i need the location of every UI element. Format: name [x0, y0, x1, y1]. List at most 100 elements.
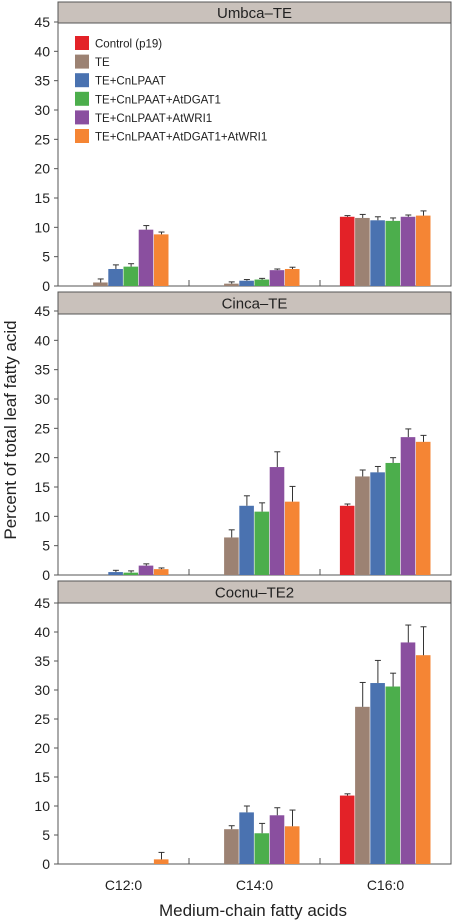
- legend-label: TE+CnLPAAT+AtDGAT1: [95, 94, 221, 106]
- bar: [123, 266, 139, 286]
- y-tick-label: 5: [42, 827, 50, 843]
- bar: [153, 569, 169, 575]
- y-tick-label: 35: [34, 362, 50, 378]
- legend-label: TE+CnLPAAT+AtWRI1: [95, 113, 212, 125]
- bar: [370, 683, 385, 864]
- bar: [108, 572, 123, 575]
- bar: [224, 829, 239, 864]
- bar: [339, 216, 355, 286]
- y-tick-label: 35: [34, 73, 50, 89]
- panel-header: [57, 580, 452, 604]
- panel-2: Cinca–TE 0 5 10 15 20 25 30 35 40 45: [34, 291, 452, 583]
- y-tick-label: 20: [34, 740, 50, 756]
- bar: [415, 655, 431, 864]
- legend-swatch: [75, 110, 89, 125]
- bar: [370, 220, 385, 286]
- x-tick-label: C12:0: [105, 877, 143, 893]
- y-tick-label: 0: [42, 278, 50, 294]
- y-tick-label: 25: [34, 711, 50, 727]
- y-tick-label: 15: [34, 769, 50, 785]
- panel-header: [57, 291, 452, 315]
- y-tick-label: 10: [34, 508, 50, 524]
- y-tick-label: 45: [34, 595, 50, 611]
- bar: [239, 505, 254, 575]
- y-tick-label: 40: [34, 624, 50, 640]
- bar: [415, 441, 431, 575]
- y-tick-label: 45: [34, 14, 50, 30]
- y-tick-label: 0: [42, 856, 50, 872]
- bar: [284, 826, 300, 864]
- panel-header: [57, 1, 452, 24]
- y-tick-label: 0: [42, 567, 50, 583]
- y-tick-label: 10: [34, 219, 50, 235]
- x-axis-title: Medium-chain fatty acids: [159, 901, 347, 920]
- bar: [385, 220, 401, 286]
- bar: [355, 706, 370, 864]
- panel-3: Cocnu–TE2 0 5 10 15 20 25 30 35 40 45: [34, 580, 452, 872]
- legend-label: TE+CnLPAAT: [95, 76, 166, 88]
- bar: [224, 283, 239, 286]
- bar: [400, 642, 416, 864]
- bar: [254, 833, 270, 864]
- x-tick-label: C14:0: [236, 877, 274, 893]
- bar: [269, 815, 285, 864]
- y-tick-label: 40: [34, 43, 50, 59]
- legend-label: TE: [95, 57, 110, 69]
- bar: [400, 437, 416, 575]
- bar: [284, 501, 300, 575]
- panel-title: Cinca–TE: [222, 296, 288, 313]
- y-tick-label: 15: [34, 479, 50, 495]
- bar: [239, 812, 254, 864]
- legend-label: Control (p19): [95, 39, 162, 51]
- panel-1: Umbca–TE 0 5 10 15 20 25 30 35 40 45: [34, 1, 452, 294]
- y-tick-label: 20: [34, 450, 50, 466]
- bar: [224, 537, 239, 575]
- bar: [123, 572, 139, 575]
- y-tick-label: 40: [34, 332, 50, 348]
- y-tick-label: 25: [34, 131, 50, 147]
- legend-swatch: [75, 54, 89, 69]
- bar: [138, 229, 154, 286]
- bar: [254, 511, 270, 575]
- legend: Control (p19) TE TE+CnLPAAT TE+CnLPAAT+AtDG…: [75, 36, 267, 144]
- y-tick-label: 35: [34, 653, 50, 669]
- bar: [415, 215, 431, 286]
- bar: [108, 268, 123, 286]
- y-tick-label: 45: [34, 303, 50, 319]
- y-axis-title: Percent of total leaf fatty acid: [1, 320, 20, 539]
- panel-title: Cocnu–TE2: [215, 585, 294, 602]
- y-tick-label: 30: [34, 682, 50, 698]
- bar: [153, 234, 169, 286]
- y-tick-label: 20: [34, 161, 50, 177]
- y-tick-label: 15: [34, 190, 50, 206]
- bar: [370, 472, 385, 575]
- bar: [355, 217, 370, 286]
- y-tick-label: 30: [34, 102, 50, 118]
- bar: [254, 279, 270, 286]
- bar: [138, 565, 154, 575]
- bar: [269, 467, 285, 575]
- bar: [385, 686, 401, 864]
- bar: [93, 282, 108, 286]
- legend-swatch: [75, 91, 89, 106]
- legend-swatch: [75, 73, 89, 88]
- y-tick-label: 5: [42, 249, 50, 265]
- y-tick-label: 30: [34, 391, 50, 407]
- bar: [153, 859, 169, 864]
- legend-swatch: [75, 129, 89, 143]
- bar: [355, 476, 370, 575]
- legend-swatch: [75, 36, 89, 50]
- bar: [400, 216, 416, 286]
- x-tick-label: C16:0: [367, 877, 405, 893]
- bar: [339, 795, 355, 864]
- legend-label: TE+CnLPAAT+AtDGAT1+AtWRI1: [95, 132, 267, 144]
- bar: [239, 280, 254, 286]
- bar: [339, 505, 355, 575]
- y-tick-label: 25: [34, 420, 50, 436]
- bar: [269, 270, 285, 286]
- y-tick-label: 10: [34, 798, 50, 814]
- y-tick-label: 5: [42, 538, 50, 554]
- panel-title: Umbca–TE: [217, 5, 292, 22]
- bar: [385, 462, 401, 575]
